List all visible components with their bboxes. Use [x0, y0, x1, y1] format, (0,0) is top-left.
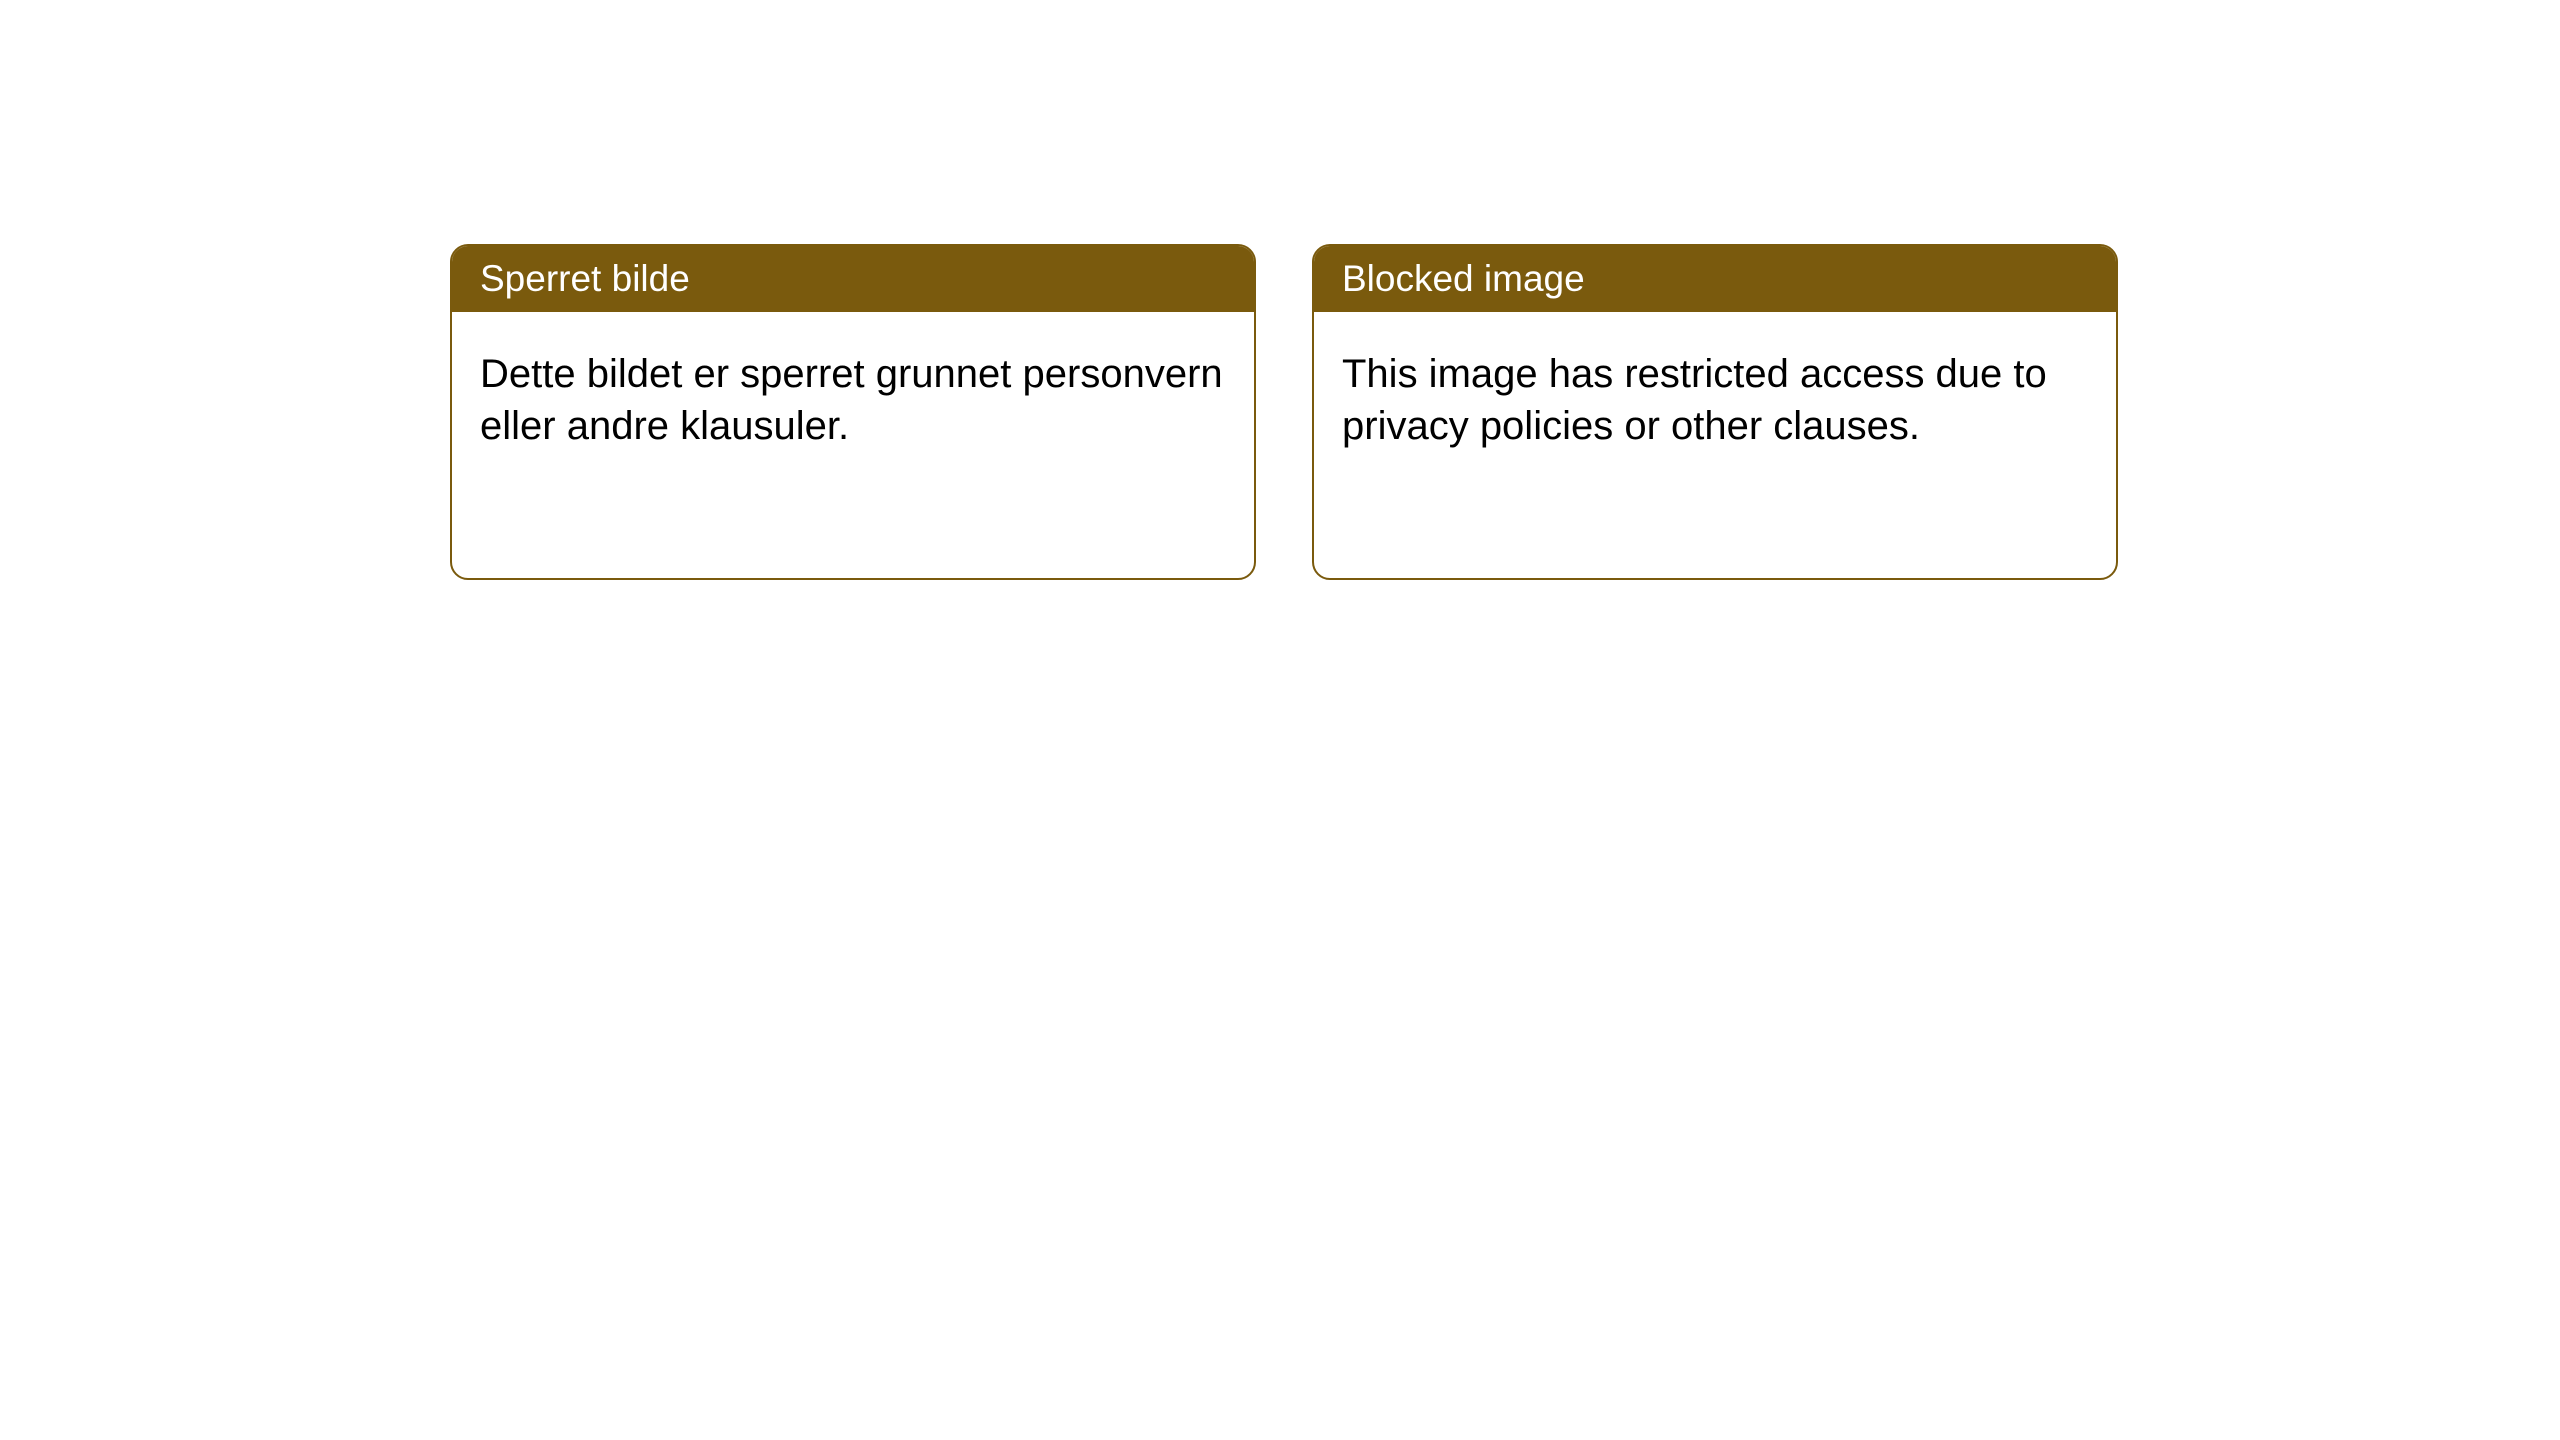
notice-card-en: Blocked image This image has restricted …: [1312, 244, 2118, 580]
notice-card-no: Sperret bilde Dette bildet er sperret gr…: [450, 244, 1256, 580]
notice-card-title: Blocked image: [1314, 246, 2116, 312]
notice-container: Sperret bilde Dette bildet er sperret gr…: [0, 0, 2560, 580]
notice-card-body: Dette bildet er sperret grunnet personve…: [452, 312, 1254, 488]
notice-card-body: This image has restricted access due to …: [1314, 312, 2116, 488]
notice-card-title: Sperret bilde: [452, 246, 1254, 312]
